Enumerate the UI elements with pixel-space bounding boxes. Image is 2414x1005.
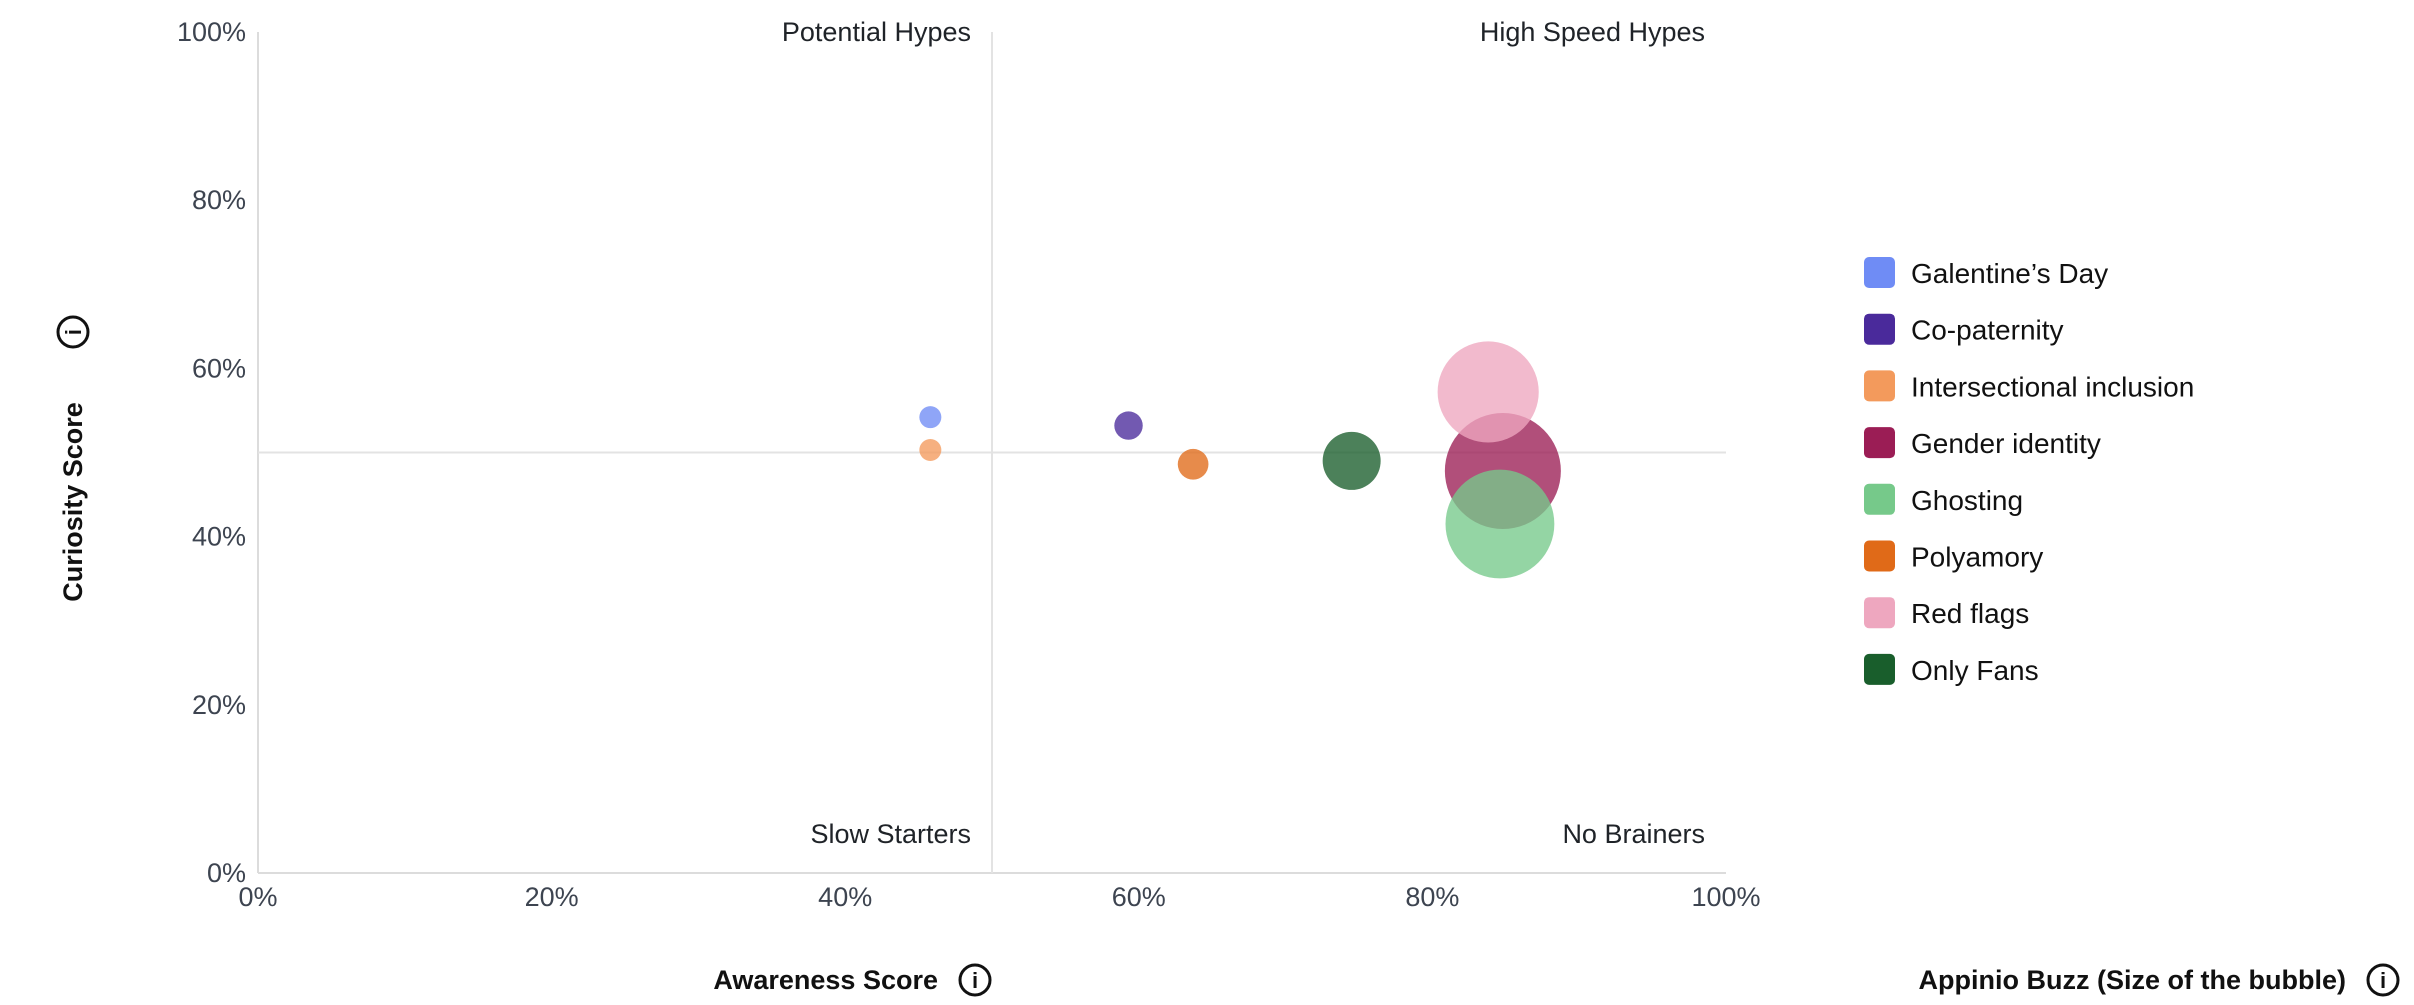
x-tick-label: 20% — [525, 882, 579, 912]
legend-label-intersectional-inclusion: Intersectional inclusion — [1911, 371, 2194, 402]
legend-label-ghosting: Ghosting — [1911, 485, 2023, 516]
x-tick-label: 0% — [238, 882, 277, 912]
legend-swatch-only-fans — [1864, 653, 1895, 685]
y-tick-label: 40% — [192, 522, 246, 552]
legend-label-galentine-s-day: Galentine’s Day — [1911, 258, 2108, 289]
legend-swatch-co-paternity — [1864, 313, 1895, 345]
quadrant-label-bottom-left: Slow Starters — [810, 819, 971, 849]
legend-label-co-paternity: Co-paternity — [1911, 315, 2064, 346]
quadrant-label-bottom-right: No Brainers — [1562, 819, 1705, 849]
legend-swatch-polyamory — [1864, 540, 1895, 572]
bubble-co-paternity — [1114, 411, 1143, 440]
y-tick-label: 20% — [192, 690, 246, 720]
y-tick-label: 60% — [192, 353, 246, 383]
x-tick-label: 40% — [818, 882, 872, 912]
y-tick-label: 80% — [192, 185, 246, 215]
y-axis-info-icon-glyph: i — [61, 329, 86, 335]
bubble-only-fans — [1322, 431, 1381, 490]
legend-swatch-red-flags — [1864, 597, 1895, 629]
quadrant-label-top-right: High Speed Hypes — [1480, 17, 1705, 47]
y-tick-label: 100% — [177, 17, 246, 47]
legend-label-gender-identity: Gender identity — [1911, 428, 2101, 459]
quadrant-label-top-left: Potential Hypes — [782, 17, 971, 47]
bubble-ghosting — [1445, 469, 1555, 579]
legend-label-polyamory: Polyamory — [1911, 542, 2043, 573]
bubble-polyamory — [1177, 448, 1209, 480]
legend-label-only-fans: Only Fans — [1911, 655, 2039, 686]
bubble-size-info-icon — [2366, 963, 2400, 997]
y-axis-info-icon — [56, 315, 90, 349]
x-axis-info-icon — [958, 963, 992, 997]
bubble-galentine-s-day — [919, 406, 942, 429]
y-tick-label: 0% — [207, 858, 246, 888]
x-tick-label: 80% — [1405, 882, 1459, 912]
x-tick-label: 60% — [1112, 882, 1166, 912]
bubble-intersectional-inclusion — [919, 438, 942, 461]
x-axis-info-icon-glyph: i — [972, 968, 978, 993]
x-axis-title: Awareness Score — [713, 965, 938, 995]
legend-swatch-ghosting — [1864, 483, 1895, 515]
x-tick-label: 100% — [1691, 882, 1760, 912]
legend-label-red-flags: Red flags — [1911, 598, 2029, 629]
legend-swatch-galentine-s-day — [1864, 257, 1895, 288]
bubble-size-title: Appinio Buzz (Size of the bubble) — [1919, 965, 2346, 995]
bubble-red-flags — [1437, 341, 1539, 443]
y-axis-title: Curiosity Score — [58, 402, 88, 602]
legend-swatch-intersectional-inclusion — [1864, 370, 1895, 402]
legend-swatch-gender-identity — [1864, 427, 1895, 459]
bubble-size-info-icon-glyph: i — [2380, 968, 2386, 993]
